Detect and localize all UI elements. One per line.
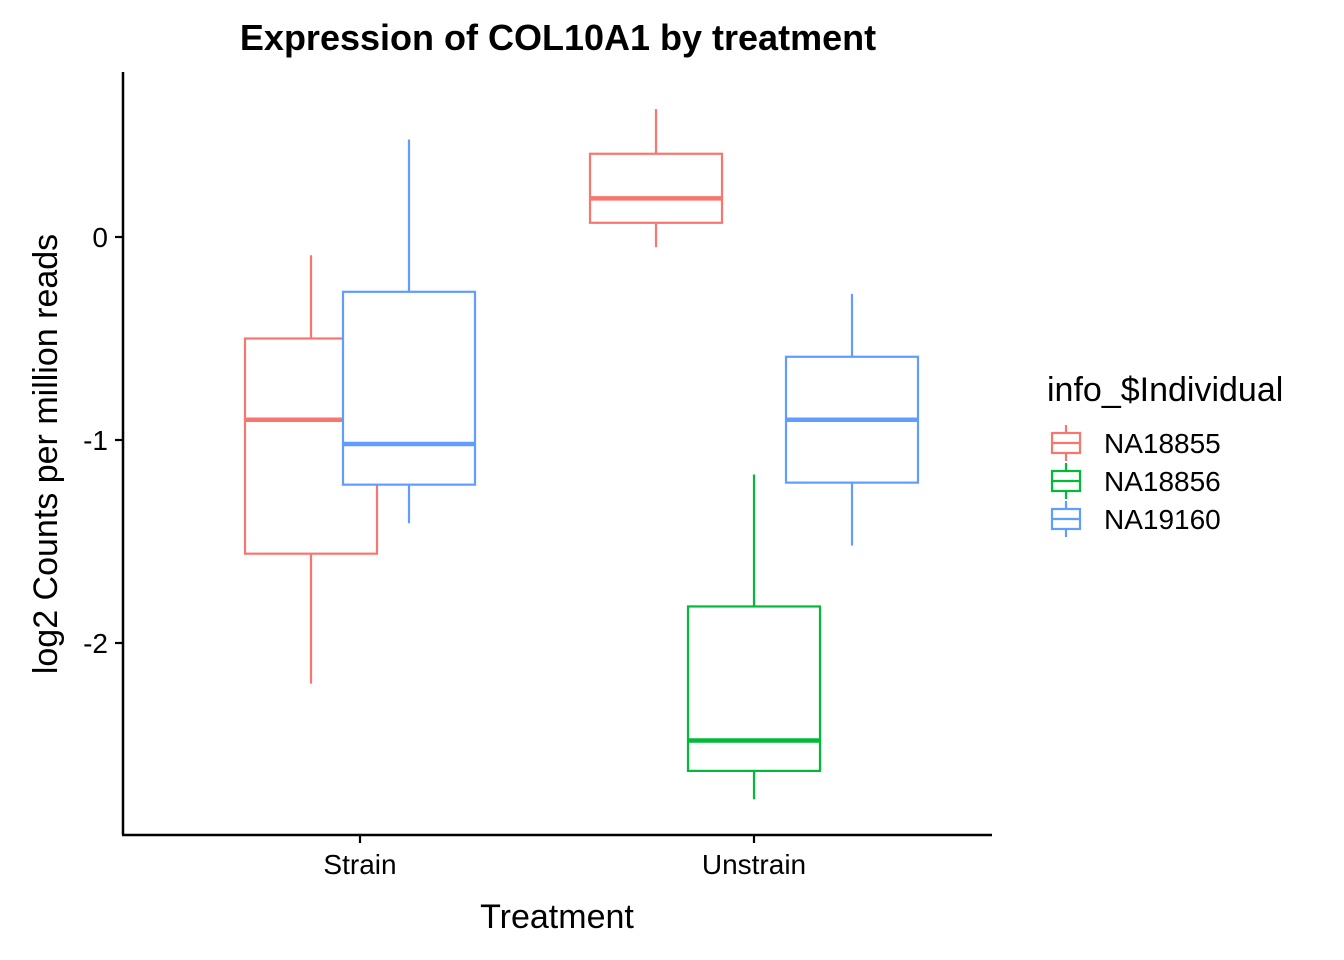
- legend-title: info_$Individual: [1047, 371, 1283, 409]
- x-tick-label: Strain: [323, 849, 396, 880]
- x-axis-ticks: Strain Unstrain: [323, 835, 806, 880]
- legend-label: NA19160: [1104, 504, 1221, 535]
- y-axis-title: log2 Counts per million reads: [27, 234, 65, 674]
- legend-label: NA18855: [1104, 428, 1221, 459]
- box-iqr: [588, 152, 724, 224]
- y-tick-label: -2: [83, 628, 108, 659]
- y-tick-label: -1: [83, 425, 108, 456]
- box-iqr: [341, 290, 477, 486]
- chart-title: Expression of COL10A1 by treatment: [240, 17, 876, 58]
- legend-item-NA19160: NA19160: [1050, 501, 1221, 537]
- legend-items: NA18855 NA18856 NA19160: [1050, 425, 1221, 537]
- box-iqr: [686, 605, 822, 772]
- box-NA19160-Strain: [341, 139, 477, 524]
- box-NA18856-Unstrain: [686, 474, 822, 800]
- y-tick-label: 0: [92, 222, 108, 253]
- legend-label: NA18856: [1104, 466, 1221, 497]
- legend-item-NA18855: NA18855: [1050, 425, 1221, 461]
- box-NA19160-Unstrain: [784, 293, 920, 546]
- legend: info_$Individual NA18855 NA18856 NA19160: [1047, 371, 1283, 537]
- y-axis-ticks: 0 -1 -2: [83, 222, 123, 659]
- box-NA18855-Unstrain: [588, 109, 724, 248]
- plot-area: [243, 109, 920, 800]
- legend-item-NA18856: NA18856: [1050, 463, 1221, 499]
- x-tick-label: Unstrain: [702, 849, 806, 880]
- x-axis-title: Treatment: [480, 898, 634, 936]
